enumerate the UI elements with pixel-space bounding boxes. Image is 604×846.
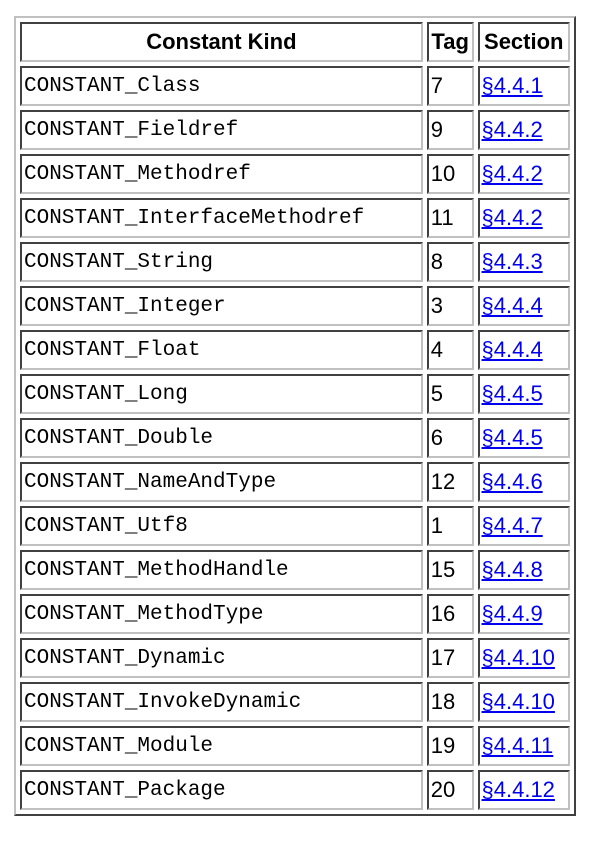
tag-cell: 6 xyxy=(426,418,474,458)
constant-kind-cell: CONSTANT_Long xyxy=(20,374,423,414)
constant-kind-cell: CONSTANT_MethodType xyxy=(20,594,423,634)
section-cell: §4.4.10 xyxy=(477,638,570,678)
constant-kind-cell: CONSTANT_Dynamic xyxy=(20,638,423,678)
section-cell: §4.4.2 xyxy=(477,110,570,150)
section-link[interactable]: §4.4.10 xyxy=(481,645,555,670)
table-row: CONSTANT_InvokeDynamic 18 §4.4.10 xyxy=(20,682,570,722)
header-tag: Tag xyxy=(426,22,474,62)
constant-kind-cell: CONSTANT_Package xyxy=(20,770,423,810)
constant-kind-cell: CONSTANT_InvokeDynamic xyxy=(20,682,423,722)
table-row: CONSTANT_MethodHandle 15 §4.4.8 xyxy=(20,550,570,590)
section-cell: §4.4.10 xyxy=(477,682,570,722)
section-cell: §4.4.6 xyxy=(477,462,570,502)
constant-kind-cell: CONSTANT_Methodref xyxy=(20,154,423,194)
section-cell: §4.4.8 xyxy=(477,550,570,590)
table-row: CONSTANT_Methodref 10 §4.4.2 xyxy=(20,154,570,194)
section-link[interactable]: §4.4.6 xyxy=(481,469,543,494)
tag-cell: 15 xyxy=(426,550,474,590)
table-header-row: Constant Kind Tag Section xyxy=(20,22,570,62)
section-cell: §4.4.3 xyxy=(477,242,570,282)
constant-pool-table-frame: Constant Kind Tag Section CONSTANT_Class… xyxy=(14,16,576,816)
tag-cell: 10 xyxy=(426,154,474,194)
section-link[interactable]: §4.4.4 xyxy=(481,337,543,362)
section-cell: §4.4.7 xyxy=(477,506,570,546)
constant-kind-cell: CONSTANT_Utf8 xyxy=(20,506,423,546)
table-row: CONSTANT_Double 6 §4.4.5 xyxy=(20,418,570,458)
constant-kind-cell: CONSTANT_Float xyxy=(20,330,423,370)
table-row: CONSTANT_Module 19 §4.4.11 xyxy=(20,726,570,766)
header-section: Section xyxy=(477,22,570,62)
table-row: CONSTANT_Dynamic 17 §4.4.10 xyxy=(20,638,570,678)
table-row: CONSTANT_String 8 §4.4.3 xyxy=(20,242,570,282)
header-constant-kind: Constant Kind xyxy=(20,22,423,62)
section-link[interactable]: §4.4.12 xyxy=(481,777,555,802)
section-link[interactable]: §4.4.5 xyxy=(481,381,543,406)
section-cell: §4.4.9 xyxy=(477,594,570,634)
section-cell: §4.4.12 xyxy=(477,770,570,810)
table-row: CONSTANT_NameAndType 12 §4.4.6 xyxy=(20,462,570,502)
section-cell: §4.4.4 xyxy=(477,286,570,326)
section-link[interactable]: §4.4.9 xyxy=(481,601,543,626)
table-row: CONSTANT_Package 20 §4.4.12 xyxy=(20,770,570,810)
tag-cell: 7 xyxy=(426,66,474,106)
section-cell: §4.4.2 xyxy=(477,198,570,238)
constant-kind-cell: CONSTANT_Class xyxy=(20,66,423,106)
section-link[interactable]: §4.4.5 xyxy=(481,425,543,450)
tag-cell: 11 xyxy=(426,198,474,238)
constant-kind-cell: CONSTANT_InterfaceMethodref xyxy=(20,198,423,238)
section-link[interactable]: §4.4.2 xyxy=(481,117,543,142)
tag-cell: 16 xyxy=(426,594,474,634)
section-link[interactable]: §4.4.8 xyxy=(481,557,543,582)
section-cell: §4.4.1 xyxy=(477,66,570,106)
tag-cell: 9 xyxy=(426,110,474,150)
table-row: CONSTANT_Fieldref 9 §4.4.2 xyxy=(20,110,570,150)
tag-cell: 12 xyxy=(426,462,474,502)
constant-kind-cell: CONSTANT_NameAndType xyxy=(20,462,423,502)
tag-cell: 3 xyxy=(426,286,474,326)
tag-cell: 20 xyxy=(426,770,474,810)
section-cell: §4.4.5 xyxy=(477,374,570,414)
constant-pool-tags-table: Constant Kind Tag Section CONSTANT_Class… xyxy=(16,18,574,814)
constant-kind-cell: CONSTANT_Fieldref xyxy=(20,110,423,150)
table-row: CONSTANT_Utf8 1 §4.4.7 xyxy=(20,506,570,546)
tag-cell: 17 xyxy=(426,638,474,678)
constant-kind-cell: CONSTANT_Integer xyxy=(20,286,423,326)
table-row: CONSTANT_Class 7 §4.4.1 xyxy=(20,66,570,106)
table-row: CONSTANT_Long 5 §4.4.5 xyxy=(20,374,570,414)
section-link[interactable]: §4.4.2 xyxy=(481,161,543,186)
tag-cell: 1 xyxy=(426,506,474,546)
table-row: CONSTANT_Float 4 §4.4.4 xyxy=(20,330,570,370)
constant-kind-cell: CONSTANT_String xyxy=(20,242,423,282)
tag-cell: 18 xyxy=(426,682,474,722)
table-row: CONSTANT_MethodType 16 §4.4.9 xyxy=(20,594,570,634)
tag-cell: 4 xyxy=(426,330,474,370)
section-link[interactable]: §4.4.10 xyxy=(481,689,555,714)
section-link[interactable]: §4.4.3 xyxy=(481,249,543,274)
tag-cell: 5 xyxy=(426,374,474,414)
section-cell: §4.4.2 xyxy=(477,154,570,194)
section-link[interactable]: §4.4.1 xyxy=(481,73,543,98)
tag-cell: 8 xyxy=(426,242,474,282)
section-cell: §4.4.4 xyxy=(477,330,570,370)
table-row: CONSTANT_InterfaceMethodref 11 §4.4.2 xyxy=(20,198,570,238)
constant-kind-cell: CONSTANT_Double xyxy=(20,418,423,458)
section-link[interactable]: §4.4.2 xyxy=(481,205,543,230)
tag-cell: 19 xyxy=(426,726,474,766)
section-cell: §4.4.5 xyxy=(477,418,570,458)
section-link[interactable]: §4.4.4 xyxy=(481,293,543,318)
table-row: CONSTANT_Integer 3 §4.4.4 xyxy=(20,286,570,326)
section-cell: §4.4.11 xyxy=(477,726,570,766)
constant-kind-cell: CONSTANT_MethodHandle xyxy=(20,550,423,590)
section-link[interactable]: §4.4.11 xyxy=(481,733,554,758)
constant-kind-cell: CONSTANT_Module xyxy=(20,726,423,766)
section-link[interactable]: §4.4.7 xyxy=(481,513,543,538)
